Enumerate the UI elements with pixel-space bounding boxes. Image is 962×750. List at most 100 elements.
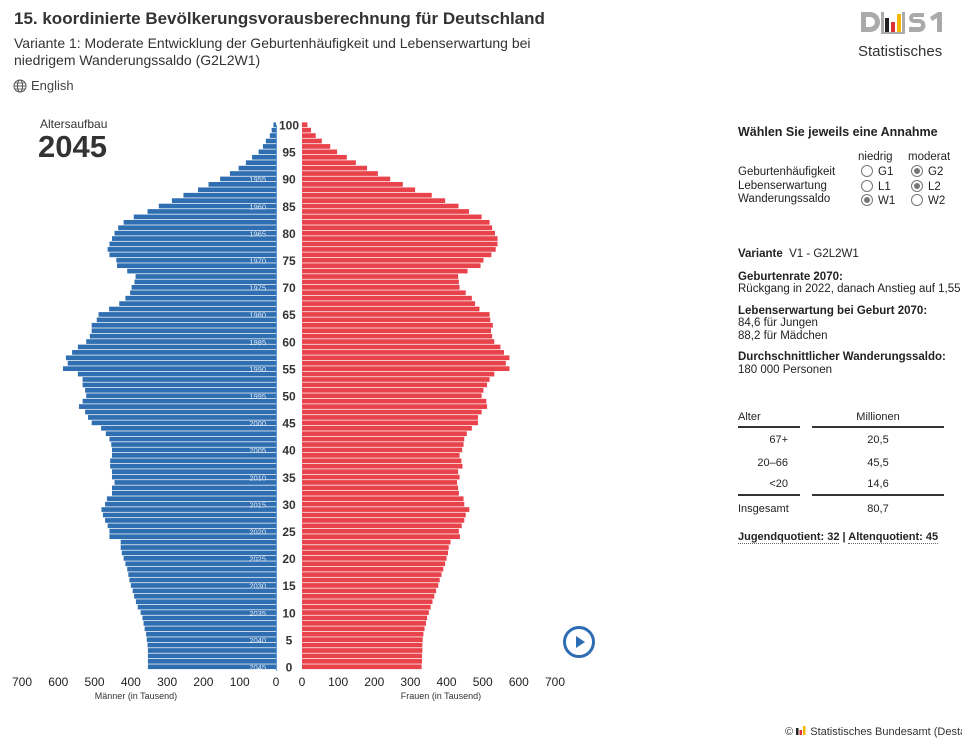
column-low: niedrig [858,151,893,163]
bar-men-age-36 [111,469,276,474]
youth-ratio[interactable]: Jugendquotient: 32 [738,531,840,544]
bar-men-age-74 [117,263,276,269]
bar-women-age-74 [302,263,481,269]
radio-option-g2[interactable]: G2 [911,165,961,180]
bar-women-age-39 [302,453,460,458]
bar-women-age-68 [302,295,472,301]
bar-women-age-94 [302,154,347,160]
birth-year-label: 2030 [249,582,266,591]
bar-men-age-35 [111,474,276,480]
bar-women-age-97 [302,138,322,144]
row-label-migration: Wanderungssaldo [738,193,831,205]
radio-button[interactable] [911,194,923,206]
radio-button[interactable] [861,165,873,177]
bar-men-age-33 [111,485,276,491]
bar-women-age-55 [302,366,510,371]
copyright-symbol: © [785,726,794,738]
bar-men-age-4 [147,642,276,648]
age-tick-label: 100 [279,119,299,133]
bar-men-age-21 [121,550,277,556]
age-tick-label: 90 [282,173,296,187]
bar-women-age-79 [302,236,498,241]
age-tick-label: 40 [282,444,296,458]
destatis-small-logo-icon [796,726,806,735]
bar-women-age-62 [302,328,492,334]
bar-men-age-97 [265,138,276,144]
radio-option-g1[interactable]: G1 [861,165,911,180]
radio-label: L1 [878,180,891,193]
bar-men-age-92 [238,165,276,171]
bar-women-age-28 [302,512,466,518]
bar-men-age-19 [125,561,277,567]
old-age-ratio[interactable]: Altenquotient: 45 [848,531,939,544]
bar-men-age-89 [208,182,276,187]
bar-women-age-47 [302,409,482,415]
bar-men-age-48 [78,404,277,409]
bar-men-age-87 [183,192,276,198]
bar-women-age-12 [302,599,433,605]
bar-women-age-11 [302,604,431,610]
radio-button[interactable] [911,165,923,177]
age-tick-label: 0 [286,661,293,675]
play-button[interactable] [563,626,595,658]
bar-women-age-86 [302,198,446,203]
bar-men-age-77 [107,247,277,252]
radio-option-l1[interactable]: L1 [861,179,911,195]
bar-women-age-77 [302,247,496,252]
birth-year-label: 2025 [249,555,266,564]
bar-men-age-22 [120,545,276,550]
bar-women-age-80 [302,230,496,236]
bar-women-age-57 [302,355,510,361]
bar-women-age-41 [302,442,464,447]
bar-men-age-45 [91,420,276,426]
bar-men-age-58 [72,350,277,355]
bar-men-age-10 [140,610,276,615]
bar-men-age-18 [127,566,276,572]
radio-button[interactable] [911,179,923,192]
bar-men-age-39 [111,453,276,458]
bar-men-age-71 [134,279,276,285]
age-tick-label: 80 [282,227,296,241]
bar-men-age-56 [67,360,276,366]
bar-men-age-53 [82,377,277,382]
bar-women-age-46 [302,415,479,420]
x-tick-women: 700 [545,675,565,689]
bar-men-age-61 [89,333,277,339]
birth-title: Geburtenrate 2070: [738,270,843,283]
bar-men-age-91 [229,171,276,176]
destatis-logo[interactable]: Statistisches [858,10,950,60]
bar-men-age-3 [147,648,276,653]
radio-option-w1[interactable]: W1 [861,194,911,209]
bar-men-age-83 [133,214,276,220]
language-link[interactable]: English [13,78,74,93]
bar-men-age-27 [105,518,276,523]
millions-value: 45,5 [867,456,889,469]
bar-women-age-100 [302,122,308,128]
x-tick-women: 400 [437,675,457,689]
radio-option-l2[interactable]: L2 [911,179,961,195]
bar-men-age-96 [262,144,276,149]
x-tick-women: 500 [473,675,493,689]
age-tick-label: 75 [282,254,296,268]
footer-credit: © Statistisches Bundesamt (Destat [785,726,962,738]
bar-men-age-68 [125,295,277,301]
bar-women-age-5 [302,637,423,642]
life-boys: 84,6 für Jungen [738,317,818,329]
x-tick-women: 300 [400,675,420,689]
radio-button[interactable] [861,179,873,192]
bar-men-age-52 [82,382,277,388]
bar-women-age-67 [302,301,476,306]
language-label: English [31,78,74,93]
bar-women-age-3 [302,648,423,653]
birth-year-label: 1990 [249,365,266,374]
radio-option-w2[interactable]: W2 [911,194,961,209]
bar-women-age-56 [302,360,506,366]
bar-women-age-95 [302,149,338,155]
bar-women-age-14 [302,588,437,594]
bar-women-age-75 [302,257,484,263]
bar-men-age-41 [111,442,277,447]
header-age: Alter [738,408,800,428]
bar-men-age-55 [63,366,277,371]
radio-button[interactable] [861,194,873,206]
bar-men-age-9 [142,615,276,621]
